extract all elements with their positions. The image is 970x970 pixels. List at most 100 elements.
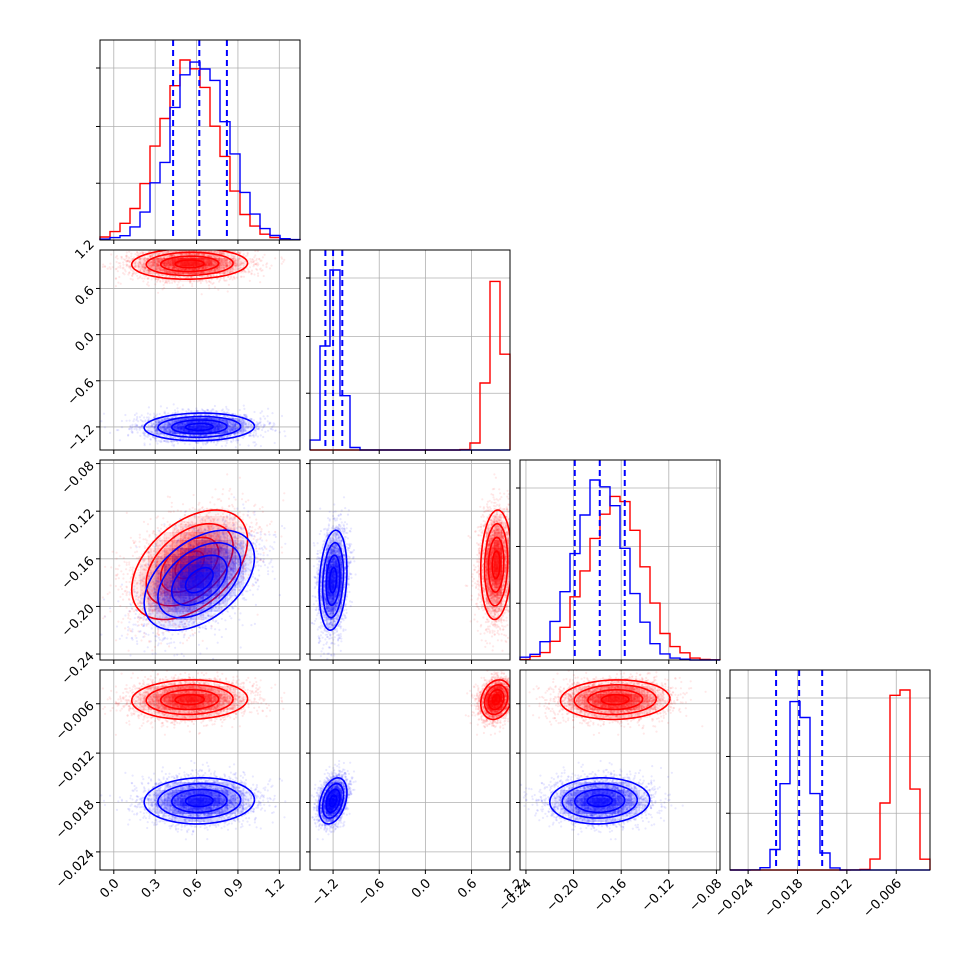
scatter-point bbox=[148, 443, 152, 446]
scatter-point bbox=[232, 255, 235, 258]
scatter-point bbox=[216, 267, 219, 270]
scatter-point bbox=[223, 266, 226, 269]
scatter-point bbox=[136, 265, 139, 268]
scatter-point bbox=[120, 256, 123, 259]
scatter-point bbox=[185, 276, 188, 279]
scatter-point bbox=[157, 259, 160, 262]
scatter-point bbox=[157, 291, 160, 294]
scatter-point bbox=[221, 261, 225, 265]
scatter-point bbox=[169, 270, 172, 273]
scatter-point bbox=[239, 266, 242, 269]
scatter-point bbox=[213, 254, 216, 257]
scatter-point bbox=[146, 271, 150, 274]
scatter-point bbox=[236, 251, 239, 254]
scatter-point bbox=[200, 293, 203, 296]
scatter-point bbox=[157, 266, 160, 269]
scatter-point bbox=[169, 246, 171, 248]
scatter-point bbox=[280, 262, 283, 265]
scatter-point bbox=[209, 255, 212, 258]
scatter-point bbox=[122, 258, 125, 261]
scatter-point bbox=[247, 268, 250, 271]
scatter-point bbox=[243, 270, 246, 273]
scatter-point bbox=[136, 274, 139, 277]
scatter-point bbox=[128, 419, 131, 422]
scatter-point bbox=[121, 267, 124, 270]
scatter-point bbox=[181, 284, 185, 287]
scatter-point bbox=[230, 276, 233, 279]
scatter-point bbox=[157, 273, 161, 276]
scatter-point bbox=[152, 261, 155, 264]
scatter-point bbox=[208, 254, 211, 257]
panel-background bbox=[730, 670, 930, 870]
scatter-point bbox=[143, 271, 146, 274]
scatter-point bbox=[206, 275, 209, 278]
scatter-point bbox=[263, 253, 266, 256]
scatter-point bbox=[169, 254, 172, 257]
scatter-point bbox=[163, 281, 166, 285]
scatter-point bbox=[158, 252, 161, 255]
scatter-point bbox=[140, 257, 143, 260]
scatter-point bbox=[144, 266, 147, 269]
scatter-point bbox=[185, 275, 188, 278]
scatter-point bbox=[191, 241, 193, 243]
scatter-point bbox=[232, 265, 235, 269]
scatter-point bbox=[254, 434, 257, 437]
scatter-point bbox=[213, 254, 216, 257]
scatter-point bbox=[190, 276, 193, 279]
scatter-point bbox=[230, 247, 232, 249]
scatter-point bbox=[214, 250, 217, 253]
scatter-point bbox=[154, 265, 157, 268]
scatter-point bbox=[216, 268, 219, 271]
scatter-point bbox=[255, 257, 258, 260]
scatter-point bbox=[205, 281, 208, 284]
scatter-point bbox=[110, 253, 113, 256]
scatter-point bbox=[225, 265, 228, 269]
scatter-point bbox=[165, 278, 168, 282]
scatter-point bbox=[231, 257, 234, 260]
scatter-point bbox=[192, 275, 195, 278]
scatter-point bbox=[213, 250, 217, 253]
scatter-point bbox=[130, 255, 133, 258]
scatter-point bbox=[268, 248, 270, 250]
scatter-point bbox=[229, 260, 232, 263]
scatter-point bbox=[237, 258, 240, 261]
scatter-point bbox=[253, 263, 256, 266]
scatter-point bbox=[143, 256, 146, 259]
scatter-point bbox=[128, 271, 131, 274]
scatter-point bbox=[119, 264, 122, 267]
scatter-point bbox=[109, 431, 112, 434]
scatter-point bbox=[125, 263, 128, 266]
scatter-point bbox=[280, 256, 283, 259]
scatter-point bbox=[227, 283, 230, 286]
scatter-point bbox=[213, 270, 216, 273]
scatter-point bbox=[184, 242, 186, 244]
scatter-point bbox=[156, 263, 159, 266]
scatter-point bbox=[167, 412, 170, 415]
scatter-point bbox=[221, 258, 224, 262]
scatter-point bbox=[259, 244, 261, 246]
scatter-point bbox=[213, 250, 216, 253]
scatter-point bbox=[133, 264, 137, 268]
scatter-point bbox=[214, 268, 217, 271]
scatter-point bbox=[160, 274, 163, 277]
scatter-point bbox=[224, 245, 226, 247]
scatter-point bbox=[229, 268, 232, 271]
scatter-point bbox=[234, 268, 237, 271]
scatter-point bbox=[203, 253, 206, 256]
panel-background bbox=[310, 250, 510, 450]
scatter-point bbox=[157, 273, 160, 276]
scatter-point bbox=[179, 247, 181, 249]
scatter-point bbox=[224, 279, 227, 282]
scatter-point bbox=[188, 243, 190, 245]
scatter-point bbox=[146, 283, 149, 286]
scatter-point bbox=[125, 419, 128, 422]
scatter-point bbox=[205, 265, 208, 268]
scatter-point bbox=[238, 252, 241, 255]
scatter-point bbox=[166, 247, 168, 249]
scatter-point bbox=[136, 246, 138, 248]
scatter-point bbox=[144, 266, 147, 269]
panel-3-1 bbox=[310, 670, 510, 870]
scatter-point bbox=[225, 258, 228, 261]
scatter-point bbox=[129, 259, 132, 262]
scatter-point bbox=[244, 255, 247, 258]
